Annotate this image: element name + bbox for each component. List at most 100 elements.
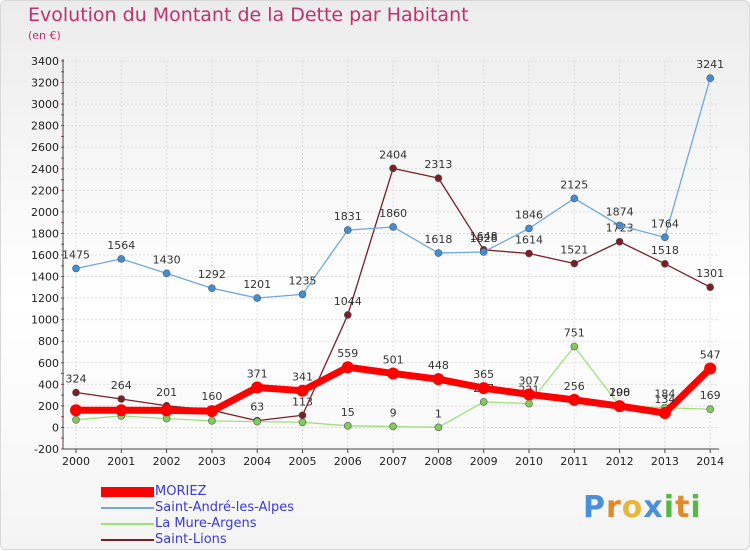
- data-point-moriez: [523, 388, 535, 401]
- data-point-saint-lions: [706, 283, 715, 292]
- y-tick-label: 2400: [31, 163, 59, 176]
- logo-letter: t: [675, 490, 691, 525]
- data-label-saint-andre-les-alpes: 1831: [334, 210, 362, 223]
- data-label-saint-lions: 63: [250, 401, 264, 414]
- data-label-saint-lions: 1521: [560, 244, 588, 257]
- data-label-moriez: 448: [428, 359, 449, 372]
- data-point-saint-lions: [298, 411, 307, 420]
- legend-swatch: [101, 507, 154, 509]
- data-label-moriez: 307: [519, 374, 540, 387]
- data-point-la-mure-argens: [389, 422, 397, 431]
- data-point-saint-andre-les-alpes: [343, 226, 352, 234]
- legend-label: MORIEZ: [155, 484, 207, 499]
- data-point-la-mure-argens: [525, 399, 533, 408]
- data-label-moriez: 559: [337, 347, 358, 360]
- x-tick-label: 2012: [606, 455, 634, 468]
- data-point-saint-andre-les-alpes: [706, 74, 715, 82]
- data-label-la-mure-argens: 169: [700, 389, 721, 402]
- y-tick-label: 1400: [31, 271, 59, 284]
- y-tick-label: 800: [38, 335, 59, 348]
- x-tick-label: 2001: [107, 455, 135, 468]
- y-tick-label: 1600: [31, 249, 59, 262]
- data-label-saint-andre-les-alpes: 1628: [470, 232, 498, 245]
- logo-letter: i: [663, 490, 676, 525]
- data-label-la-mure-argens: 15: [341, 406, 355, 419]
- data-point-saint-andre-les-alpes: [434, 249, 443, 257]
- y-tick-label: 3200: [31, 77, 59, 90]
- data-label-saint-andre-les-alpes: 1764: [651, 217, 679, 230]
- data-point-saint-andre-les-alpes: [72, 264, 80, 273]
- data-point-moriez: [658, 407, 671, 420]
- data-label-la-mure-argens: 1: [435, 407, 442, 420]
- data-label-saint-lions: 160: [201, 390, 222, 403]
- data-label-saint-lions: 1044: [334, 295, 362, 308]
- y-tick-label: 1200: [31, 292, 59, 305]
- x-tick-label: 2010: [515, 455, 543, 468]
- data-point-moriez: [613, 400, 626, 413]
- y-tick-label: -200: [34, 443, 59, 456]
- x-tick-label: 2013: [651, 455, 679, 468]
- data-label-la-mure-argens: 751: [564, 327, 585, 340]
- logo-letter: x: [643, 490, 664, 525]
- data-point-saint-lions: [615, 237, 624, 246]
- data-point-saint-lions: [389, 164, 397, 173]
- data-point-saint-lions: [525, 249, 533, 258]
- data-label-moriez: 134: [654, 393, 675, 406]
- legend-label: Saint-Lions: [155, 532, 227, 547]
- data-point-saint-lions: [570, 259, 579, 268]
- proxiti-logo: Proxiti: [583, 489, 702, 527]
- y-tick-label: 400: [38, 378, 59, 391]
- data-label-saint-lions: 113: [292, 395, 313, 408]
- y-tick-label: 2200: [31, 184, 59, 197]
- data-label-saint-andre-les-alpes: 1475: [62, 248, 90, 261]
- series-la-mure-argens: 1591237221751200184169: [72, 327, 721, 432]
- data-point-moriez: [477, 382, 490, 395]
- data-label-moriez: 371: [247, 367, 268, 380]
- data-label-moriez: 365: [473, 368, 494, 381]
- y-tick-label: 2000: [31, 206, 59, 219]
- x-tick-label: 2011: [560, 455, 588, 468]
- y-tick-label: 600: [38, 357, 59, 370]
- y-tick-label: 2600: [31, 141, 59, 154]
- data-point-saint-lions: [117, 395, 126, 403]
- y-tick-label: 0: [52, 421, 59, 434]
- x-tick-label: 2000: [62, 455, 90, 468]
- data-point-moriez: [251, 381, 264, 394]
- legend-label: Saint-André-les-Alpes: [155, 500, 295, 515]
- data-label-moriez: 256: [564, 380, 585, 393]
- legend-swatch: [101, 487, 154, 497]
- data-label-saint-lions: 2313: [424, 158, 452, 171]
- x-tick-label: 2006: [334, 455, 362, 468]
- data-point-saint-lions: [343, 311, 352, 319]
- chart-title: Evolution du Montant de la Dette par Hab…: [28, 4, 469, 26]
- data-point-la-mure-argens: [479, 398, 488, 406]
- data-point-saint-andre-les-alpes: [525, 224, 533, 233]
- data-label-saint-lions: 264: [111, 379, 132, 392]
- x-tick-label: 2003: [198, 455, 226, 468]
- data-label-saint-andre-les-alpes: 2125: [560, 178, 588, 191]
- data-point-saint-andre-les-alpes: [615, 221, 624, 230]
- data-point-saint-andre-les-alpes: [117, 255, 126, 263]
- data-point-la-mure-argens: [570, 342, 579, 351]
- legend-label: La Mure-Argens: [155, 516, 257, 531]
- data-label-la-mure-argens: 184: [654, 388, 675, 401]
- legend-swatch: [101, 523, 154, 525]
- y-tick-label: 1800: [31, 227, 59, 240]
- series-moriez: 371 341 559 501 448 365 307 256 198 134 547: [70, 347, 721, 420]
- x-tick-label: 2014: [696, 455, 724, 468]
- data-point-la-mure-argens: [434, 423, 443, 432]
- data-point-moriez: [704, 362, 717, 375]
- data-label-saint-lions: 201: [156, 386, 177, 399]
- data-point-moriez: [341, 361, 354, 374]
- logo-letter: r: [606, 490, 622, 525]
- data-label-saint-andre-les-alpes: 1235: [289, 274, 317, 287]
- data-point-la-mure-argens: [706, 405, 715, 414]
- data-label-saint-lions: 1648: [470, 230, 498, 243]
- logo-letter: P: [583, 490, 606, 525]
- data-point-moriez: [70, 404, 82, 417]
- data-label-saint-andre-les-alpes: 1564: [107, 239, 135, 252]
- data-point-moriez: [432, 373, 445, 386]
